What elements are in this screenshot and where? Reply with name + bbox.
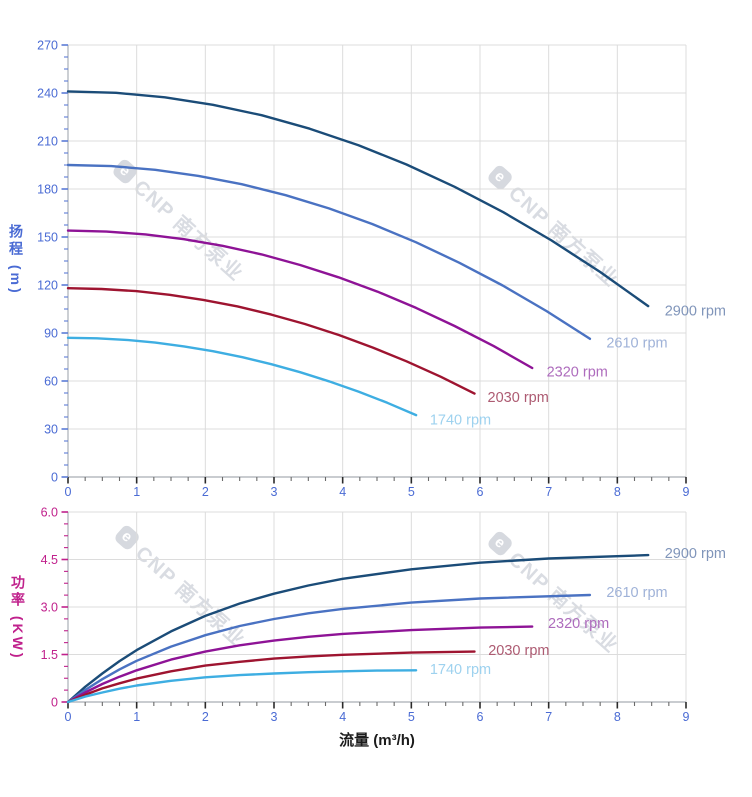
head-axis-title: 扬程 (m) [8, 224, 24, 296]
curve-2030-rpm [66, 650, 476, 704]
curve-2900-rpm [66, 553, 650, 704]
curve-2320-rpm [66, 229, 534, 370]
x-tick-label: 5 [408, 485, 415, 499]
curve-1740-rpm [66, 669, 418, 704]
x-tick-label: 3 [271, 485, 278, 499]
curve-2610-rpm [66, 593, 592, 704]
y-tick-label: 1.5 [41, 648, 58, 662]
x-tick-label: 8 [614, 485, 621, 499]
y-tick-label: 240 [37, 86, 58, 100]
y-tick-label: 180 [37, 182, 58, 196]
flow-axis-title: 流量 (m³/h) [339, 732, 415, 749]
x-tick-label: 2 [202, 710, 209, 724]
curve-label-2320-rpm: 2320 rpm [547, 364, 608, 380]
chart-group-0: 0 1 2 3 4 5 6 7 8 903060901201501802102402702900 … [37, 38, 726, 499]
y-tick-label: 150 [37, 230, 58, 244]
y-tick-label: 6.0 [41, 505, 58, 519]
x-tick-label: 0 [65, 710, 72, 724]
curve-label-1740-rpm: 1740 rpm [430, 412, 491, 428]
y-tick-label: 0 [51, 695, 58, 709]
x-tick-label: 4 [339, 710, 346, 724]
curve-label-2030-rpm: 2030 rpm [488, 390, 549, 406]
x-tick-label: 7 [545, 710, 552, 724]
curve-label-2900-rpm: 2900 rpm [665, 304, 726, 320]
curve-label-1740-rpm: 1740 rpm [430, 662, 491, 678]
y-tick-label: 3.0 [41, 600, 58, 614]
curve-label-2320-rpm: 2320 rpm [548, 616, 609, 632]
curve-2030-rpm [66, 287, 476, 395]
y-tick-label: 0 [51, 470, 58, 484]
power-axis-title: 功率 (KW) [10, 575, 26, 661]
x-tick-label: 4 [339, 485, 346, 499]
y-tick-label: 60 [44, 374, 58, 388]
x-tick-label: 3 [271, 710, 278, 724]
x-tick-label: 1 [133, 485, 140, 499]
y-tick-label: 210 [37, 134, 58, 148]
x-tick-label: 6 [477, 485, 484, 499]
x-tick-label: 0 [65, 485, 72, 499]
curve-2610-rpm [66, 163, 592, 340]
curve-2900-rpm [66, 90, 650, 308]
x-tick-label: 5 [408, 710, 415, 724]
y-tick-label: 4.5 [41, 553, 58, 567]
curve-label-2610-rpm: 2610 rpm [606, 585, 667, 601]
y-tick-label: 120 [37, 278, 58, 292]
x-tick-label: 7 [545, 485, 552, 499]
x-tick-label: 9 [683, 710, 690, 724]
curve-1740-rpm [66, 336, 418, 417]
curve-2320-rpm [66, 625, 534, 704]
y-tick-label: 270 [37, 38, 58, 52]
curve-label-2610-rpm: 2610 rpm [606, 336, 667, 352]
y-tick-label: 90 [44, 326, 58, 340]
x-tick-label: 8 [614, 710, 621, 724]
curve-label-2900-rpm: 2900 rpm [665, 546, 726, 562]
x-tick-label: 9 [683, 485, 690, 499]
curve-label-2030-rpm: 2030 rpm [488, 643, 549, 659]
chart-group-1: 0 1 2 3 4 5 6 7 8 9 0 1.5 3.0 4.5 6.0 2900 rpm 2610 rpm 2… [41, 505, 726, 724]
x-tick-label: 1 [133, 710, 140, 724]
x-tick-label: 2 [202, 485, 209, 499]
x-tick-label: 6 [477, 710, 484, 724]
y-tick-label: 30 [44, 422, 58, 436]
